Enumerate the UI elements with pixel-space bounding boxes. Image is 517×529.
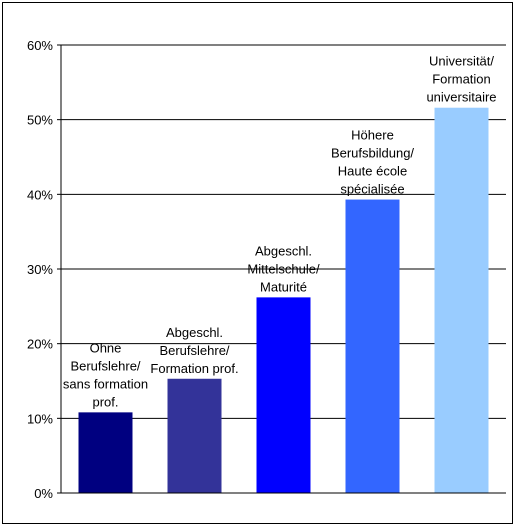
y-tick-label: 0%: [34, 486, 53, 501]
bar-label-line: sans formation: [63, 376, 148, 391]
y-tick-label: 10%: [27, 411, 53, 426]
bar-label-line: Abgeschl.: [255, 243, 312, 258]
bar-label: Abgeschl. Mittelschule/Maturité: [247, 243, 320, 294]
bar-labels: Ohne Berufslehre/sans formation prof. Abges…: [63, 54, 497, 410]
chart-frame: 0% 10% 20% 30% 40% 50% 60% Ohne Berufslehre/san…: [2, 2, 513, 524]
bar-label-line: Ohne: [90, 340, 122, 355]
bar-label-line: Mittelschule/: [247, 261, 320, 276]
bar-label-line: Maturité: [260, 279, 307, 294]
gridlines: [61, 44, 506, 419]
bar-label-line: universitaire: [426, 90, 496, 105]
bar-label-line: Haute école: [338, 164, 407, 179]
y-tick-label: 30%: [27, 262, 53, 277]
bar: [434, 107, 489, 493]
bar-label-line: Berufsbildung/: [331, 146, 414, 161]
bar: [78, 412, 133, 493]
y-tick-label: 50%: [27, 113, 53, 128]
bar: [167, 378, 222, 493]
bar-label-line: Formation: [432, 72, 491, 87]
bar-label-line: prof.: [92, 394, 118, 409]
bar-label-line: Universität/: [429, 54, 494, 69]
bar-label-line: spécialisée: [340, 182, 404, 197]
y-tick-label: 40%: [27, 187, 53, 202]
bar-label-line: Formation prof.: [150, 361, 238, 376]
bar-label: Abgeschl. Berufslehre/Formation prof.: [150, 325, 238, 376]
bar: [256, 297, 311, 493]
bar-label-line: Berufslehre/: [159, 343, 229, 358]
bar: [345, 199, 400, 493]
bar-label-line: Höhere: [351, 128, 394, 143]
bar-label: Universität/Formation universitaire: [426, 54, 496, 105]
y-axis-ticks: 0% 10% 20% 30% 40% 50% 60%: [27, 38, 61, 501]
y-tick-label: 20%: [27, 337, 53, 352]
bar-label: Ohne Berufslehre/sans formation prof.: [63, 340, 148, 409]
bar-chart: 0% 10% 20% 30% 40% 50% 60% Ohne Berufslehre/san…: [27, 38, 506, 501]
bar-label: Höhere Berufsbildung/Haute école spécialis…: [331, 128, 414, 197]
bar-label-line: Berufslehre/: [70, 358, 140, 373]
y-tick-label: 60%: [27, 38, 53, 53]
bars: [78, 107, 489, 493]
axes: [60, 45, 506, 494]
bar-label-line: Abgeschl.: [166, 325, 223, 340]
